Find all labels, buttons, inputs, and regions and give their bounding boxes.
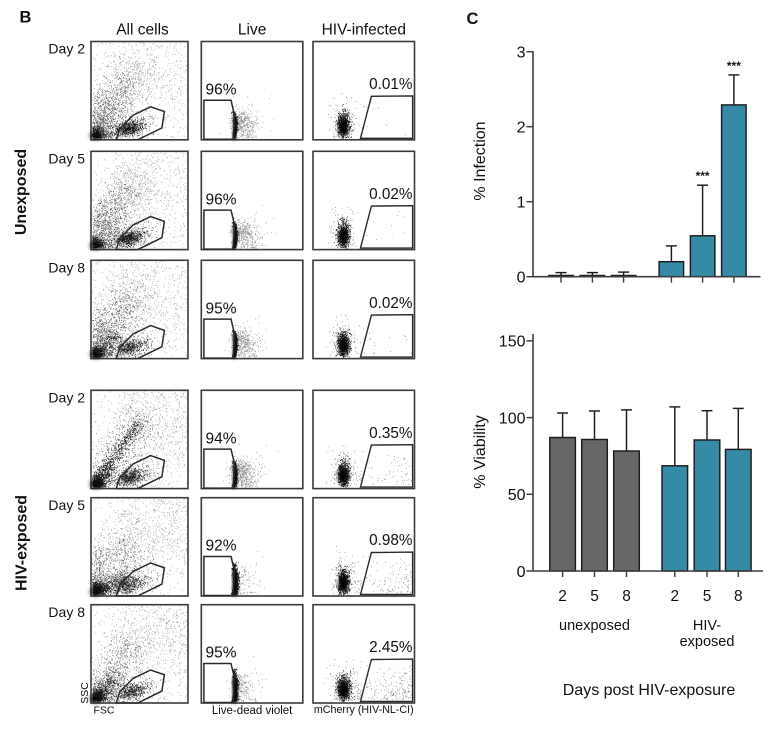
svg-text:5: 5 [703, 588, 712, 605]
svg-text:B: B [20, 8, 32, 26]
svg-text:% Viability: % Viability [472, 415, 489, 489]
svg-text:0: 0 [517, 270, 526, 287]
svg-text:0.98%: 0.98% [369, 532, 413, 549]
svg-text:C: C [467, 10, 479, 28]
svg-text:94%: 94% [206, 430, 237, 447]
svg-text:1: 1 [517, 195, 526, 212]
svg-text:Live-dead violet: Live-dead violet [212, 705, 293, 717]
svg-text:5: 5 [590, 588, 599, 605]
svg-text:***: *** [727, 59, 741, 73]
svg-text:Day 2: Day 2 [48, 41, 85, 57]
svg-text:0.02%: 0.02% [369, 295, 413, 312]
svg-text:Live: Live [238, 22, 266, 39]
svg-text:96%: 96% [206, 191, 237, 208]
svg-text:0: 0 [517, 564, 526, 581]
svg-text:96%: 96% [206, 82, 237, 99]
svg-text:FSC: FSC [94, 705, 115, 717]
svg-text:HIV-infected: HIV-infected [322, 22, 406, 39]
svg-text:0.01%: 0.01% [369, 76, 413, 93]
svg-text:exposed: exposed [680, 634, 735, 650]
svg-text:92%: 92% [206, 538, 237, 555]
svg-text:mCherry (HIV-NL-CI): mCherry (HIV-NL-CI) [314, 704, 414, 716]
svg-text:95%: 95% [206, 300, 237, 317]
svg-text:2: 2 [558, 588, 567, 605]
svg-text:100: 100 [499, 410, 526, 427]
svg-text:% Infection: % Infection [472, 121, 489, 200]
svg-text:2: 2 [517, 120, 526, 137]
svg-text:SSC: SSC [79, 682, 91, 704]
svg-text:2.45%: 2.45% [369, 639, 413, 656]
svg-text:3: 3 [517, 45, 526, 62]
svg-text:Day 5: Day 5 [48, 151, 85, 167]
svg-text:0.35%: 0.35% [369, 425, 413, 442]
svg-text:150: 150 [499, 334, 526, 351]
svg-text:Days post HIV-exposure: Days post HIV-exposure [563, 682, 736, 699]
svg-text:HIV-: HIV- [693, 618, 721, 634]
svg-text:All cells: All cells [116, 22, 169, 39]
svg-text:HIV-exposed: HIV-exposed [14, 495, 31, 591]
svg-text:***: *** [696, 169, 710, 183]
svg-text:Day 8: Day 8 [48, 604, 85, 620]
svg-text:50: 50 [508, 487, 526, 504]
svg-text:8: 8 [622, 588, 631, 605]
svg-text:8: 8 [734, 588, 743, 605]
svg-text:Day 5: Day 5 [48, 497, 85, 513]
svg-text:0.02%: 0.02% [369, 186, 413, 203]
svg-text:unexposed: unexposed [559, 618, 630, 634]
svg-text:95%: 95% [206, 645, 237, 662]
svg-text:Day 2: Day 2 [48, 390, 85, 406]
svg-text:Unexposed: Unexposed [13, 149, 30, 235]
svg-text:Day 8: Day 8 [48, 260, 85, 276]
svg-text:2: 2 [670, 588, 679, 605]
